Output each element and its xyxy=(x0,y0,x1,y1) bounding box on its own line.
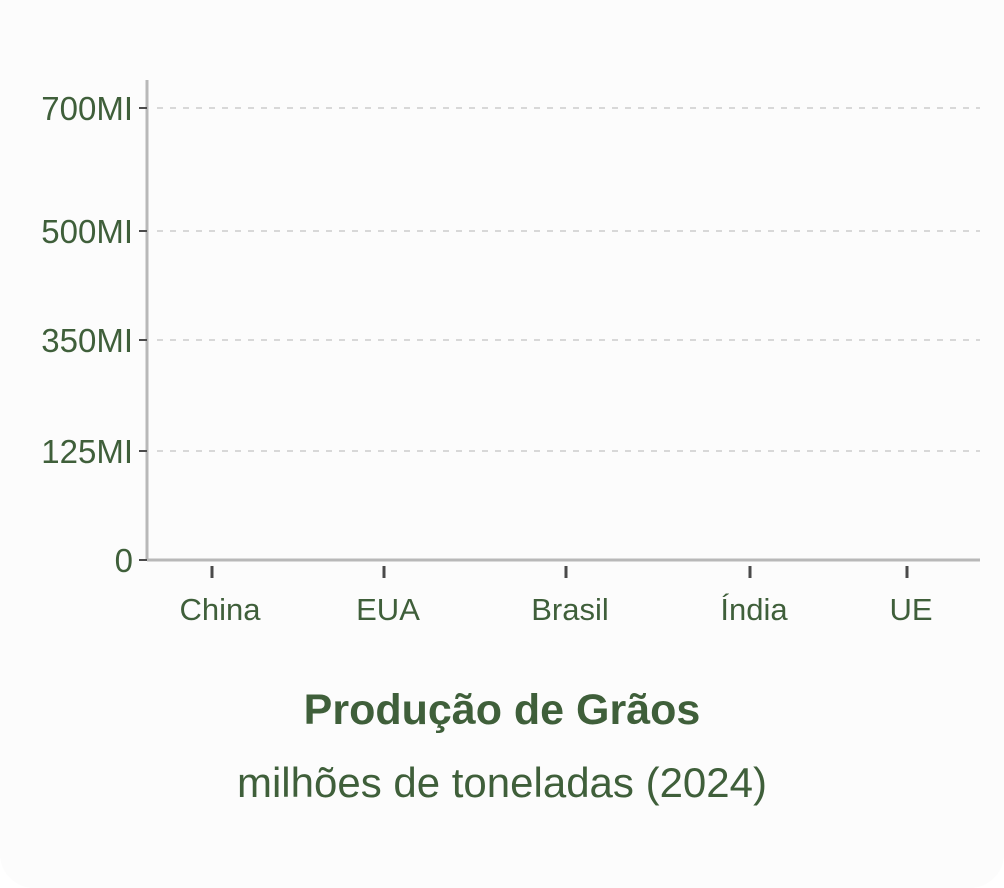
x-tick-label: Brasil xyxy=(531,592,609,627)
y-tick-label: 125MI xyxy=(41,433,133,470)
y-tick-label: 0 xyxy=(115,542,133,579)
y-tick-label: 700MI xyxy=(41,90,133,127)
axes xyxy=(145,80,980,562)
bar-chart: 0 125MI 350MI 500MI 700MI China EUA Brasil Índi… xyxy=(41,80,980,627)
chart-subtitle: milhões de toneladas (2024) xyxy=(236,759,767,806)
y-tick-label: 500MI xyxy=(41,213,133,250)
x-axis-ticks: China EUA Brasil Índia UE xyxy=(180,566,933,627)
chart-title: Produção de Grãos xyxy=(303,686,701,734)
x-tick-label: UE xyxy=(889,592,932,627)
y-axis-ticks: 0 125MI 350MI 500MI 700MI xyxy=(41,90,147,579)
x-tick-label: EUA xyxy=(356,592,420,627)
x-tick-label: China xyxy=(180,592,262,627)
x-tick-label: Índia xyxy=(720,592,788,627)
grid-lines xyxy=(157,107,980,452)
y-tick-label: 350MI xyxy=(41,322,133,359)
